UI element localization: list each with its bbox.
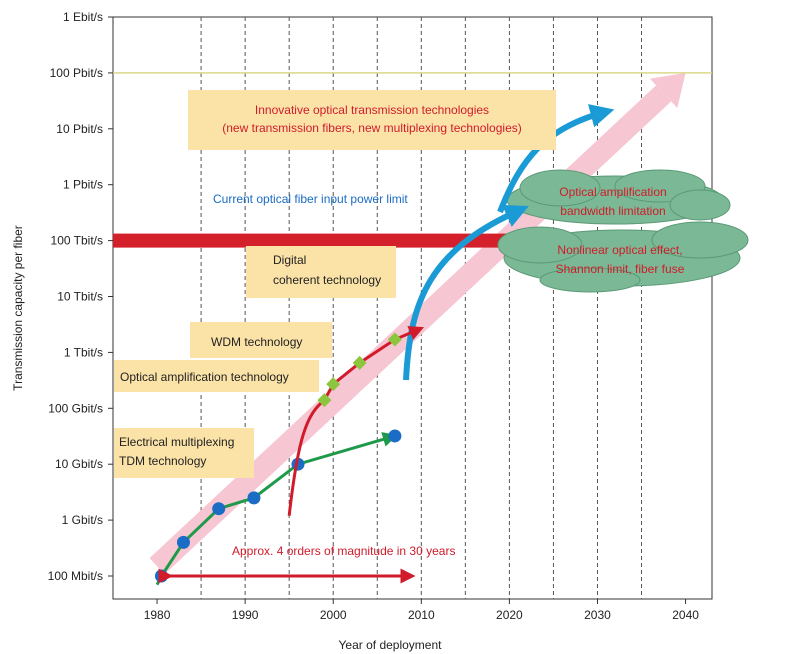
point-tdm-1980.5 bbox=[154, 569, 168, 583]
approx-label: Approx. 4 orders of magnitude in 30 year… bbox=[232, 544, 455, 558]
y-tick-label: 10 Pbit/s bbox=[56, 122, 103, 136]
x-tick-label: 2030 bbox=[584, 608, 611, 622]
y-tick-label: 100 Pbit/s bbox=[50, 66, 103, 80]
y-tick-label: 100 Tbit/s bbox=[51, 234, 103, 248]
x-tick-label: 2000 bbox=[320, 608, 347, 622]
y-tick-label: 100 Gbit/s bbox=[48, 401, 103, 415]
x-axis-title: Year of deployment bbox=[339, 638, 443, 652]
y-tick-label: 100 Mbit/s bbox=[48, 569, 103, 583]
point-wdm-2000 bbox=[326, 377, 341, 392]
cloud-bottom-line2: Shannon limit, fiber fuse bbox=[556, 262, 685, 276]
point-wdm-2003 bbox=[352, 355, 367, 370]
cloud-nonlinear-effects bbox=[497, 221, 749, 293]
point-tdm-2007 bbox=[388, 429, 402, 443]
digital-coherent-line1: Digital bbox=[273, 253, 306, 267]
cloud-bottom-line1: Nonlinear optical effect, bbox=[557, 243, 682, 257]
point-tdm-1991 bbox=[247, 491, 261, 505]
y-tick-label: 1 Tbit/s bbox=[64, 345, 103, 359]
axis-layer: 100 Mbit/s 1 Gbit/s 10 Gbit/s 100 Gbit/s 1 T… bbox=[48, 10, 700, 622]
digital-coherent-line2: coherent technology bbox=[273, 273, 381, 287]
y-tick-label: 1 Ebit/s bbox=[63, 10, 103, 24]
point-tdm-1987 bbox=[212, 502, 226, 516]
wdm-label: WDM technology bbox=[211, 335, 302, 349]
y-tick-label: 10 Tbit/s bbox=[57, 290, 103, 304]
x-tick-label: 2010 bbox=[408, 608, 435, 622]
innovative-box bbox=[188, 90, 556, 150]
y-tick-label: 1 Pbit/s bbox=[63, 178, 103, 192]
point-wdm-1999 bbox=[317, 393, 332, 408]
trend-arrow-head bbox=[649, 72, 686, 108]
point-wdm-2007 bbox=[387, 332, 402, 347]
optical-amp-label: Optical amplification technology bbox=[120, 370, 289, 384]
y-axis-title: Transmission capacity per fiber bbox=[11, 225, 25, 391]
cloud-top-line1: Optical amplification bbox=[559, 185, 666, 199]
electrical-line1: Electrical multiplexing bbox=[119, 435, 234, 449]
power-limit-label: Current optical fiber input power limit bbox=[213, 192, 408, 206]
plot-frame bbox=[112, 16, 713, 600]
cloud-top-line2: bandwidth limitation bbox=[560, 204, 665, 218]
innovative-label-line1: Innovative optical transmission technolo… bbox=[255, 103, 489, 117]
innovation-arrow-lower bbox=[403, 204, 529, 381]
y-tick-label: 1 Gbit/s bbox=[62, 513, 103, 527]
x-tick-label: 2020 bbox=[496, 608, 523, 622]
cloud-bandwidth-limitation bbox=[506, 169, 731, 225]
electrical-line2: TDM technology bbox=[119, 454, 206, 468]
digital-coherent-box bbox=[246, 246, 396, 298]
x-tick-label: 1990 bbox=[232, 608, 259, 622]
x-tick-label: 1980 bbox=[144, 608, 171, 622]
optical-amp-box bbox=[114, 360, 319, 392]
wdm-box bbox=[190, 322, 332, 358]
electrical-box bbox=[114, 428, 254, 478]
x-tick-label: 2040 bbox=[672, 608, 699, 622]
point-tdm-1983 bbox=[176, 535, 190, 549]
innovative-label-line2: (new transmission fibers, new multiplexi… bbox=[222, 121, 521, 135]
power-limit-bar bbox=[113, 233, 520, 248]
y-tick-label: 10 Gbit/s bbox=[55, 457, 103, 471]
